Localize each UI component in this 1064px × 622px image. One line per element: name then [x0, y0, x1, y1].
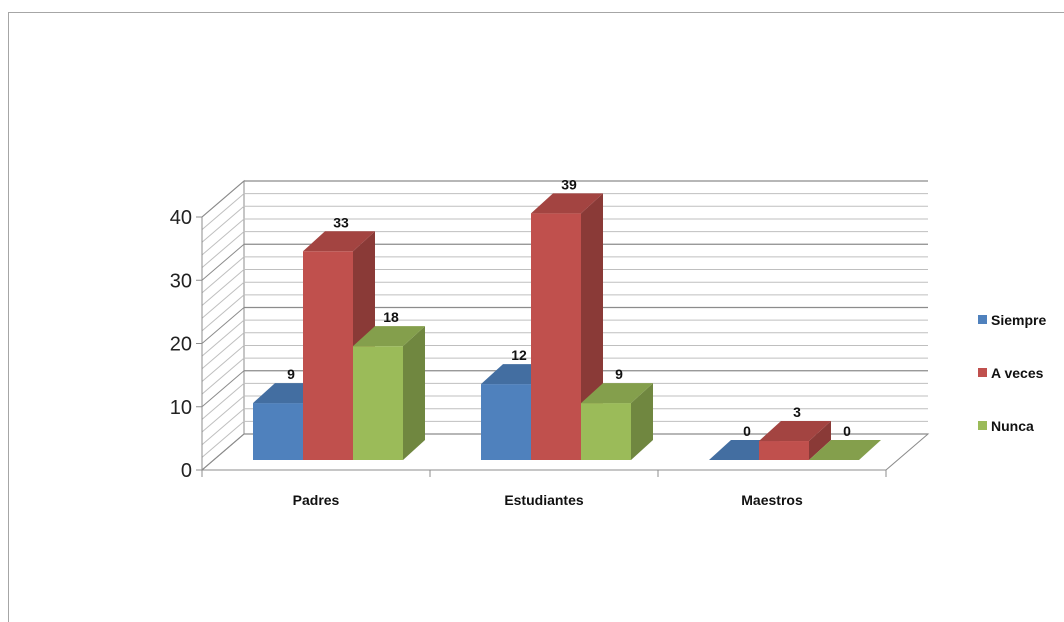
side-gridline [201, 193, 245, 231]
bar-top [353, 326, 425, 347]
data-label: 9 [615, 366, 623, 382]
data-label: 3 [793, 404, 801, 420]
data-label: 0 [843, 423, 851, 439]
data-label: 12 [511, 347, 527, 363]
side-gridline [201, 420, 245, 458]
side-gridline [201, 319, 245, 357]
bar-front [759, 441, 809, 460]
bar-top [759, 421, 831, 442]
bar-top [581, 383, 653, 404]
legend-label: Siempre [991, 312, 1046, 328]
bar [759, 421, 831, 460]
legend-item: Siempre [978, 312, 1046, 328]
x-axis: Padres Estudiantes Maestros [201, 469, 887, 508]
side-gridline [201, 357, 245, 395]
legend-item: A veces [978, 365, 1044, 381]
data-label: 9 [287, 366, 295, 382]
bar-front [481, 384, 531, 460]
data-label: 33 [333, 214, 349, 230]
x-tick-label: Maestros [741, 492, 803, 508]
data-label: 39 [561, 176, 577, 192]
side-gridline [201, 281, 245, 319]
legend-label: A veces [991, 365, 1044, 381]
legend-swatch [978, 421, 987, 430]
y-tick-label: 40 [170, 207, 192, 229]
bar [581, 383, 653, 460]
y-tick-label: 10 [170, 397, 192, 419]
side-gridline [201, 307, 245, 344]
bar-top [531, 193, 603, 214]
y-tick-label: 20 [170, 334, 192, 356]
data-label: 18 [383, 309, 399, 325]
side-gridline [201, 294, 245, 332]
legend-swatch [978, 315, 987, 324]
side-gridline [201, 231, 245, 268]
bar-side [403, 326, 425, 460]
bar-front [581, 403, 631, 460]
bar-side [631, 383, 653, 460]
side-gridline [201, 269, 245, 306]
legend-item: Nunca [978, 418, 1034, 434]
bar [353, 326, 425, 460]
y-tick-label: 30 [170, 270, 192, 292]
side-gridline [201, 370, 245, 408]
bar [809, 440, 881, 460]
side-gridline [201, 395, 245, 433]
side-gridline [201, 383, 245, 420]
y-tick-label: 0 [181, 460, 192, 482]
side-gridline [201, 332, 245, 370]
x-tick-label: Estudiantes [504, 492, 584, 508]
bar-top [809, 440, 881, 460]
x-tick-label: Padres [293, 492, 340, 508]
bar-front [253, 403, 303, 460]
bar-side [809, 421, 831, 460]
data-labels: 9 33 18 12 39 9 0 3 0 [287, 176, 851, 439]
side-gridline [201, 218, 245, 256]
y-axis: 0 10 20 30 40 [170, 207, 203, 482]
side-gridline [201, 433, 245, 471]
side-gridline [201, 345, 245, 382]
legend-swatch [978, 368, 987, 377]
side-gridline [201, 256, 245, 294]
bar-front [353, 346, 403, 460]
legend: Siempre A veces Nunca [978, 312, 1046, 434]
chart-frame [8, 12, 1064, 622]
side-gridline [201, 408, 245, 446]
side-gridline [201, 243, 245, 281]
side-gridline [201, 205, 245, 243]
bar-front [531, 213, 581, 460]
data-label: 0 [743, 423, 751, 439]
bars [253, 193, 881, 460]
bar-top [303, 231, 375, 252]
legend-label: Nunca [991, 418, 1034, 434]
side-gridline [201, 180, 245, 218]
bar-front [303, 251, 353, 460]
